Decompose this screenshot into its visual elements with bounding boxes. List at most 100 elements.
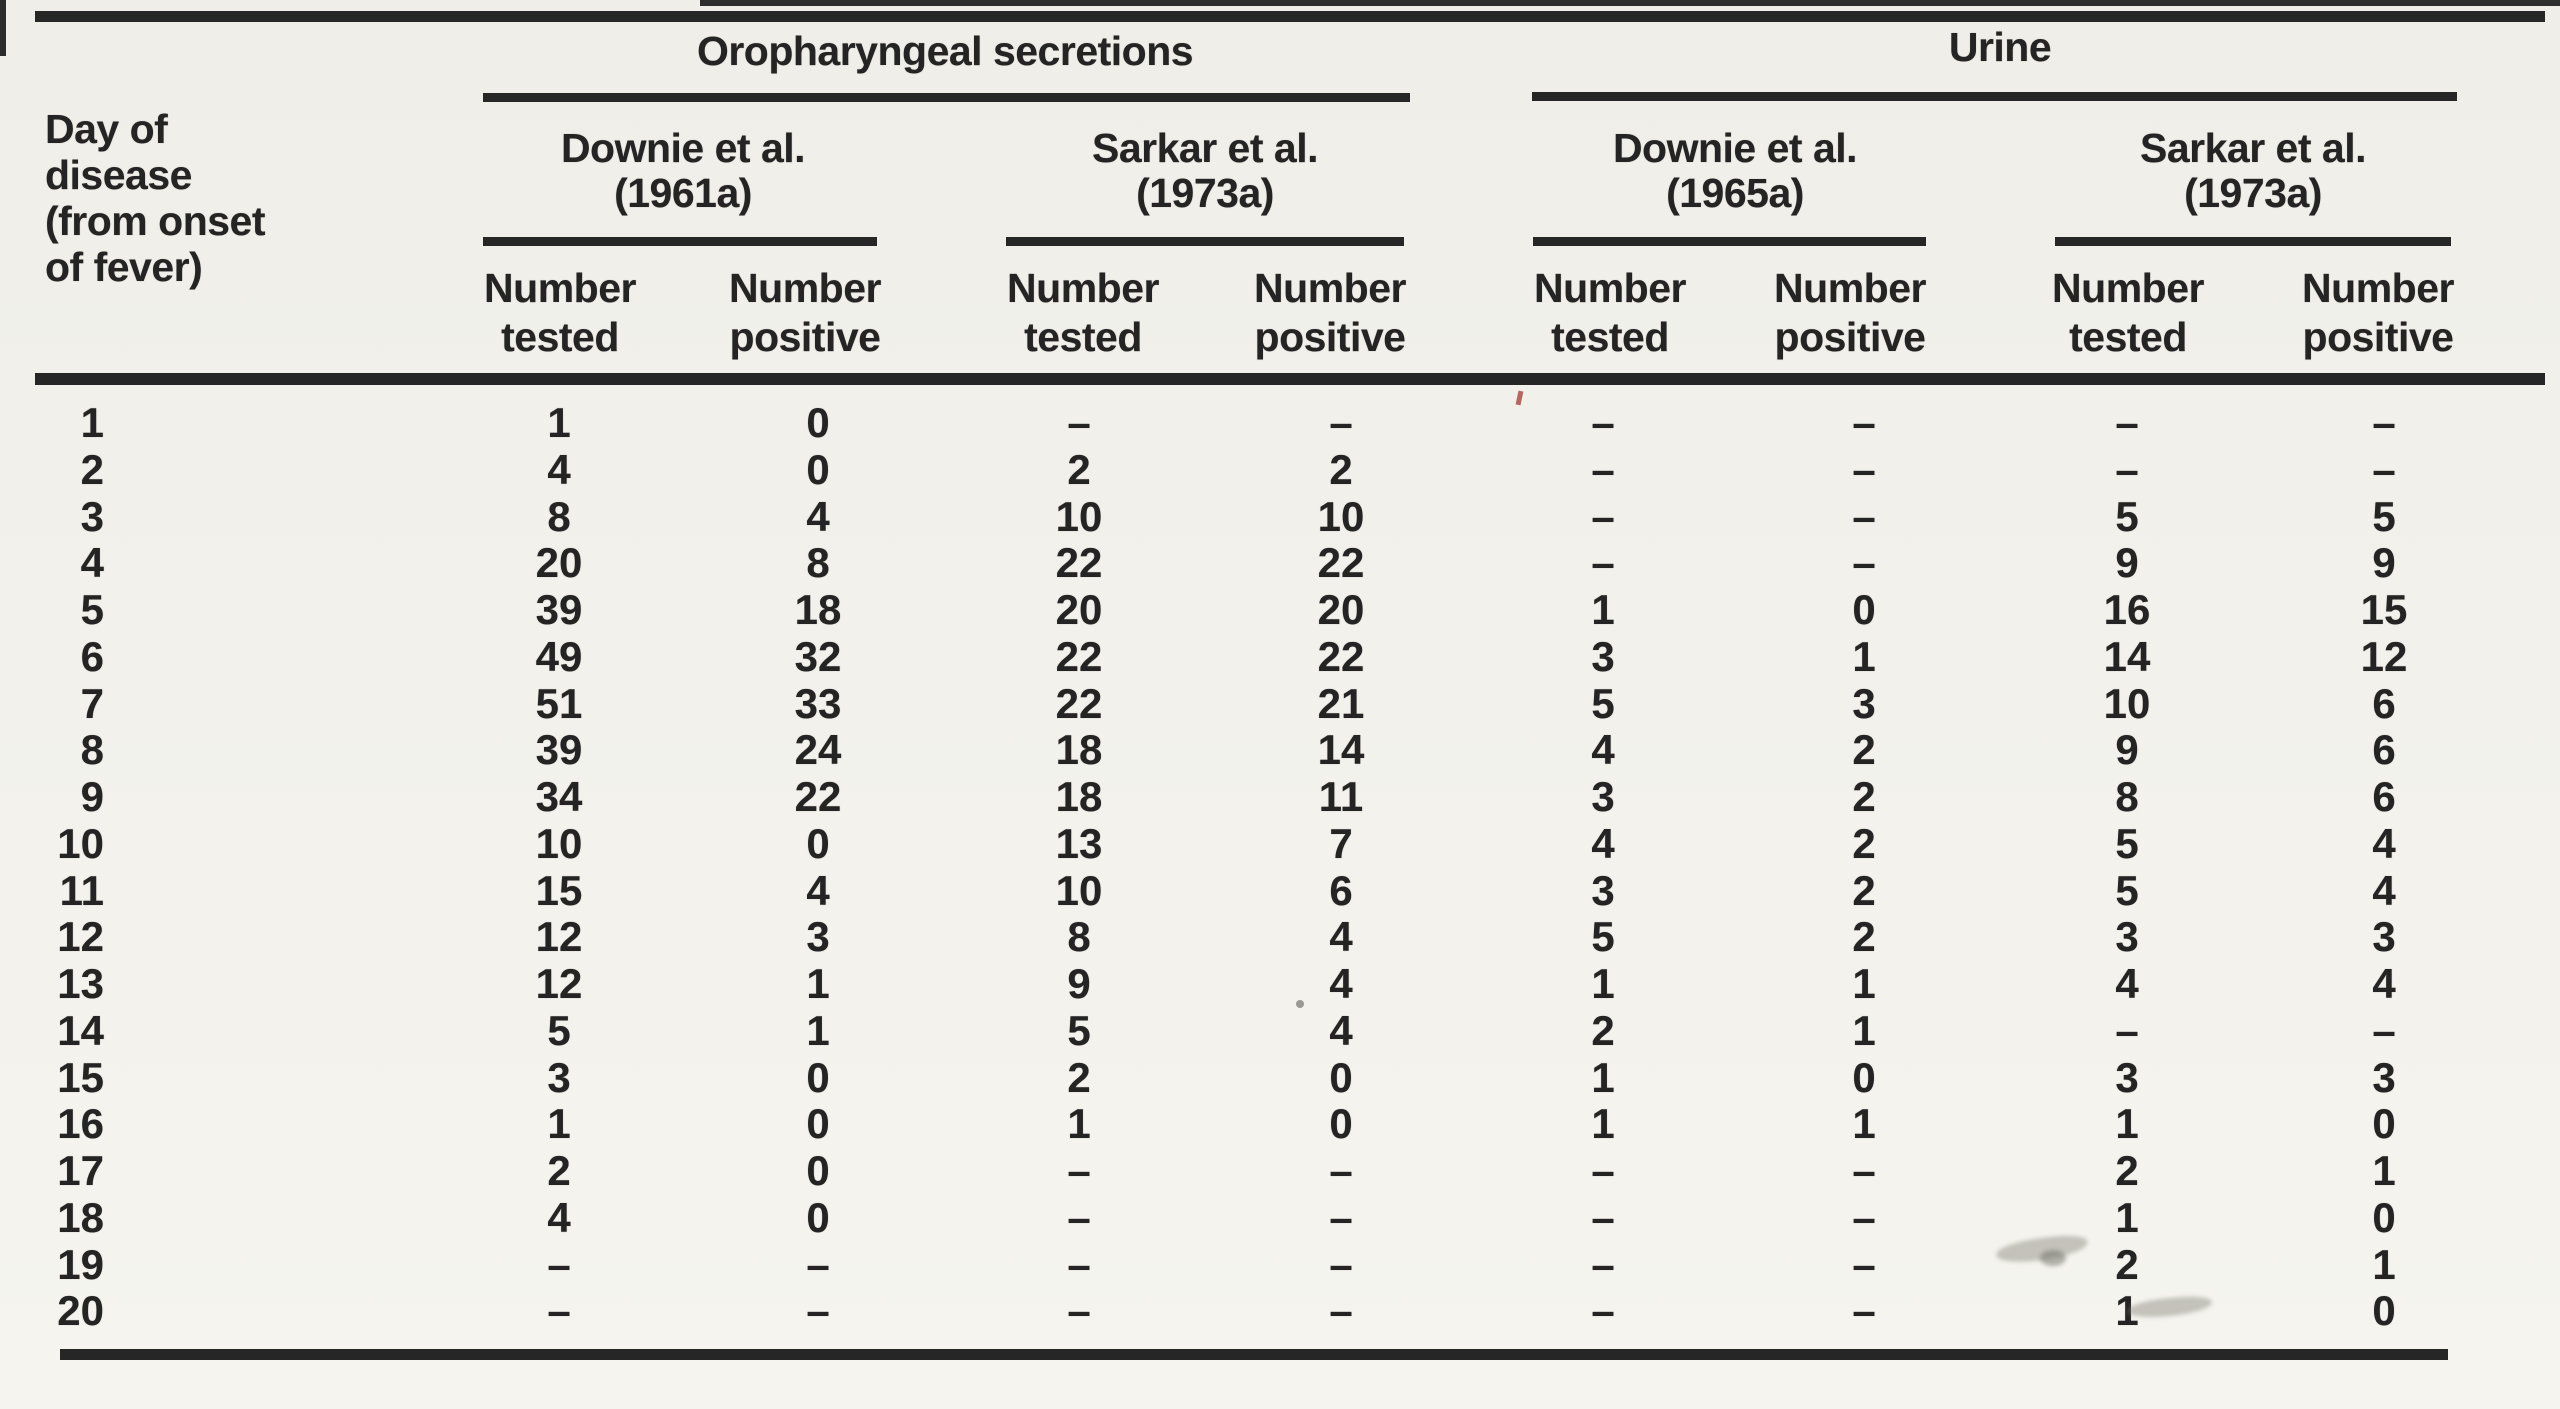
value-cell: – [1591, 1287, 1615, 1335]
value-cell: – [1067, 1147, 1091, 1194]
value-cell: 39 [535, 726, 583, 774]
value-cell: 9 [2115, 726, 2139, 774]
value-cell: 0 [1329, 1100, 1353, 1148]
value-cell: – [1329, 1147, 1353, 1194]
value-cell: 3 [1852, 679, 1876, 727]
value-cell: 6 [2372, 773, 2396, 820]
study-year: (1973a) [1136, 170, 1274, 216]
study-year: (1961a) [614, 170, 752, 216]
value-cell: – [1852, 445, 1876, 493]
day-cell: 5 [80, 586, 104, 633]
col-header-number-tested-4: Number positive tested [2052, 265, 2204, 360]
day-cell: 19 [57, 1240, 104, 1288]
value-cell: – [2372, 445, 2396, 493]
value-cell: 0 [806, 445, 830, 493]
value-cell: 5 [1591, 913, 1615, 961]
value-cell: 12 [535, 960, 583, 1007]
value-cell: 4 [1591, 726, 1615, 774]
value-cell: 3 [806, 913, 830, 961]
day-cell: 12 [57, 913, 104, 961]
day-cell: 13 [57, 960, 104, 1007]
table-row: 15 3 0 2 0 1 0 3 3 [0, 1054, 2560, 1101]
value-cell: – [1852, 1147, 1876, 1194]
value-cell: 18 [1055, 773, 1103, 820]
value-cell: 22 [1317, 539, 1365, 587]
value-cell: 1 [1591, 960, 1615, 1007]
value-cell: – [2115, 1006, 2139, 1054]
value-cell: – [1329, 1193, 1353, 1241]
value-cell: 1 [2372, 1147, 2396, 1194]
study-year: (1965a) [1666, 170, 1804, 216]
value-cell: 0 [1852, 1053, 1876, 1101]
table-row: 11 15 4 10 6 3 2 5 4 [0, 867, 2560, 914]
value-cell: 24 [794, 726, 842, 774]
value-cell: – [1591, 1240, 1615, 1288]
table-row: 1 1 0 – – – – – – [0, 399, 2560, 446]
value-cell: 4 [1329, 960, 1353, 1007]
value-cell: 3 [2372, 1053, 2396, 1101]
value-cell: 0 [2372, 1193, 2396, 1241]
table-row: 6 49 32 22 22 3 1 14 12 [0, 633, 2560, 680]
value-cell: 11 [1318, 773, 1364, 820]
table-row: 7 51 33 22 21 5 3 10 6 [0, 680, 2560, 727]
value-cell: 12 [2360, 632, 2408, 680]
value-cell: 22 [1055, 679, 1103, 727]
table-row: 9 34 22 18 11 3 2 8 6 [0, 773, 2560, 820]
value-cell: 1 [1591, 1053, 1615, 1101]
table-row: 12 12 3 8 4 5 2 3 3 [0, 913, 2560, 960]
value-cell: – [1329, 1240, 1353, 1288]
value-cell: 2 [1067, 1053, 1091, 1101]
value-cell: – [547, 1240, 571, 1288]
value-cell: 20 [1055, 586, 1103, 633]
day-cell: 7 [80, 679, 104, 727]
value-cell: 1 [2115, 1287, 2139, 1335]
column-group-oropharyngeal-label: Oropharyngeal secretions [696, 28, 1194, 74]
value-cell: 32 [794, 632, 842, 680]
downie-1961a-rule [483, 237, 877, 246]
day-header-line-1: Day of [45, 106, 168, 152]
value-cell: 22 [1055, 539, 1103, 587]
value-cell: 2 [1591, 1006, 1615, 1054]
value-cell: 7 [1329, 819, 1353, 867]
value-cell: – [1852, 1193, 1876, 1241]
value-cell: 4 [1591, 819, 1615, 867]
value-cell: – [1329, 399, 1353, 446]
value-cell: 1 [1591, 586, 1615, 633]
value-cell: 1 [806, 960, 830, 1007]
day-header-line-3: (from onset [45, 198, 266, 244]
table-row: 10 10 0 13 7 4 2 5 4 [0, 820, 2560, 867]
value-cell: 0 [2372, 1287, 2396, 1335]
value-cell: – [1591, 1193, 1615, 1241]
value-cell: 10 [1055, 492, 1103, 540]
table-row: 20 – – – – – – 1 0 [0, 1287, 2560, 1334]
value-cell: 22 [794, 773, 842, 820]
day-cell: 9 [80, 773, 104, 820]
value-cell: 4 [806, 492, 830, 540]
value-cell: 5 [2115, 492, 2139, 540]
value-cell: – [1067, 399, 1091, 446]
value-cell: 6 [1329, 866, 1353, 914]
study-header-downie-1961a: Downie et al. (1961a) [561, 126, 806, 216]
study-name: Downie et al. [1612, 125, 1858, 171]
table-row: 5 39 18 20 20 1 0 16 15 [0, 586, 2560, 633]
value-cell: 22 [1055, 632, 1103, 680]
value-cell: 14 [2103, 632, 2151, 680]
value-cell: – [1852, 539, 1876, 587]
value-cell: 4 [547, 1193, 571, 1241]
value-cell: 3 [2115, 1053, 2139, 1101]
value-cell: 8 [1067, 913, 1091, 961]
value-cell: 1 [2115, 1100, 2139, 1148]
value-cell: 1 [547, 399, 571, 446]
value-cell: 1 [547, 1100, 571, 1148]
value-cell: 21 [1317, 679, 1365, 727]
value-cell: 5 [2372, 492, 2396, 540]
value-cell: 0 [806, 1193, 830, 1241]
value-cell: 4 [547, 445, 571, 493]
col-header-number-tested-3: Number tested [1534, 265, 1686, 360]
value-cell: 15 [2360, 586, 2408, 633]
value-cell: – [1067, 1193, 1091, 1241]
value-cell: – [1852, 399, 1876, 446]
table-row: 16 1 0 1 0 1 1 1 0 [0, 1100, 2560, 1147]
value-cell: 2 [1329, 445, 1353, 493]
value-cell: 10 [1317, 492, 1365, 540]
